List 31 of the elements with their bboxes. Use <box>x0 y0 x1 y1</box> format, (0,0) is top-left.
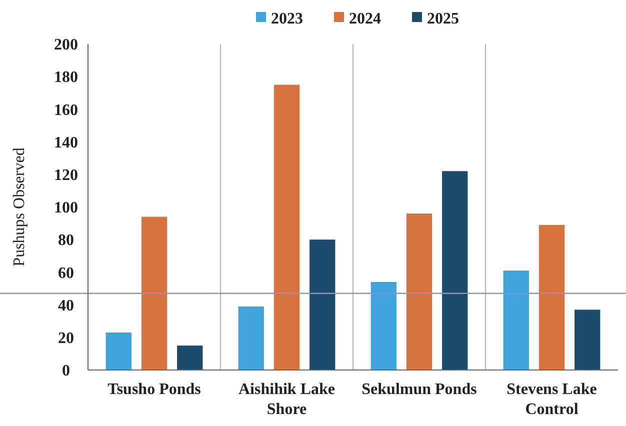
bar <box>538 224 565 370</box>
x-tick-label: Stevens Lake Control <box>506 381 597 418</box>
y-tick-label: 60 <box>58 264 74 282</box>
y-tick-label: 100 <box>54 200 78 217</box>
y-tick-label: 80 <box>58 232 74 250</box>
x-tick-label: Tsusho Ponds <box>108 381 201 398</box>
legend-label: 2025 <box>427 10 459 28</box>
legend-label: 2023 <box>271 10 303 28</box>
y-axis-title: Pushups Observed <box>11 148 28 266</box>
bar <box>238 306 264 370</box>
y-tick-label: 160 <box>54 102 78 119</box>
bar <box>274 84 300 370</box>
bar <box>406 214 432 370</box>
bar <box>141 216 168 370</box>
bar <box>442 171 468 370</box>
bar <box>574 310 600 370</box>
y-tick-label: 140 <box>54 134 78 152</box>
y-tick-label: 0 <box>62 362 70 380</box>
x-tick-label: Aishihik Lake Shore <box>238 381 335 418</box>
bar <box>370 282 396 370</box>
y-tick-label: 40 <box>58 297 74 314</box>
x-tick-label: Sekulmun Ponds <box>362 381 477 398</box>
bar <box>177 346 203 370</box>
y-tick-label: 200 <box>54 36 78 54</box>
y-tick-label: 20 <box>58 330 74 347</box>
legend-label: 2024 <box>349 10 381 28</box>
y-tick-label: 120 <box>54 167 78 184</box>
bar <box>310 240 336 370</box>
y-tick-label: 180 <box>54 69 78 86</box>
bar <box>106 332 132 370</box>
bar <box>503 270 529 370</box>
